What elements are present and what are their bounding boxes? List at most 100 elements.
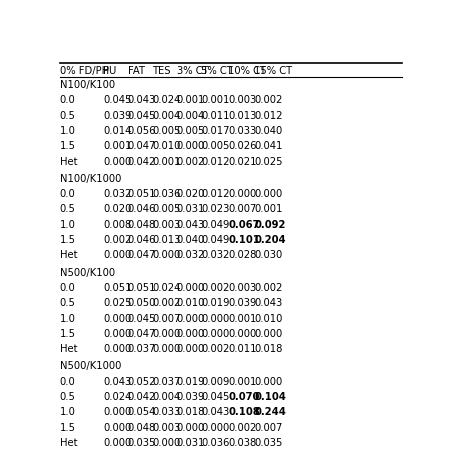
Text: 0.002: 0.002 (176, 156, 205, 166)
Text: 0.033: 0.033 (152, 407, 180, 417)
Text: 0.043: 0.043 (128, 96, 156, 106)
Text: 0.000: 0.000 (176, 283, 205, 293)
Text: 0.005: 0.005 (201, 141, 230, 151)
Text: 0.001: 0.001 (254, 204, 283, 215)
Text: 0.000: 0.000 (176, 423, 205, 433)
Text: 0.002: 0.002 (254, 283, 283, 293)
Text: 0.0: 0.0 (60, 377, 76, 387)
Text: 0.000: 0.000 (104, 423, 131, 433)
Text: 0.001: 0.001 (201, 96, 230, 106)
Text: 0.000: 0.000 (176, 344, 205, 354)
Text: 0.025: 0.025 (254, 156, 283, 166)
Text: Het: Het (60, 156, 77, 166)
Text: 0.047: 0.047 (128, 141, 156, 151)
Text: 0.023: 0.023 (201, 204, 230, 215)
Text: 0.000: 0.000 (152, 329, 180, 339)
Text: 0.039: 0.039 (228, 298, 256, 308)
Text: 0.002: 0.002 (152, 298, 180, 308)
Text: 0.001: 0.001 (228, 377, 256, 387)
Text: Het: Het (60, 344, 77, 354)
Text: 0.000: 0.000 (254, 329, 283, 339)
Text: 0.047: 0.047 (128, 329, 156, 339)
Text: 0.043: 0.043 (104, 377, 131, 387)
Text: 0.024: 0.024 (152, 283, 180, 293)
Text: 0.045: 0.045 (104, 96, 132, 106)
Text: 0.5: 0.5 (60, 111, 76, 121)
Text: N100/K1000: N100/K1000 (60, 174, 121, 184)
Text: 0.244: 0.244 (254, 407, 286, 417)
Text: 1.5: 1.5 (60, 141, 76, 151)
Text: 0.004: 0.004 (152, 111, 180, 121)
Text: 0.092: 0.092 (254, 220, 286, 230)
Text: 0.000: 0.000 (201, 423, 229, 433)
Text: 0.026: 0.026 (228, 141, 256, 151)
Text: 0.003: 0.003 (228, 283, 256, 293)
Text: 0.070: 0.070 (228, 392, 260, 402)
Text: 0.001: 0.001 (176, 96, 205, 106)
Text: 0.000: 0.000 (201, 329, 229, 339)
Text: 0.032: 0.032 (201, 250, 230, 260)
Text: 0.040: 0.040 (254, 126, 283, 136)
Text: 0.000: 0.000 (104, 156, 131, 166)
Text: 0.017: 0.017 (201, 126, 230, 136)
Text: 0.013: 0.013 (152, 235, 180, 245)
Text: 0.012: 0.012 (201, 156, 230, 166)
Text: 0.000: 0.000 (201, 313, 229, 323)
Text: Het: Het (60, 438, 77, 448)
Text: 0.046: 0.046 (128, 204, 156, 215)
Text: 0.010: 0.010 (152, 141, 180, 151)
Text: 0.204: 0.204 (254, 235, 286, 245)
Text: 0.043: 0.043 (201, 407, 229, 417)
Text: 0.032: 0.032 (104, 189, 132, 199)
Text: 0.007: 0.007 (152, 313, 180, 323)
Text: 0.035: 0.035 (128, 438, 156, 448)
Text: 0.028: 0.028 (228, 250, 256, 260)
Text: 0.024: 0.024 (104, 392, 132, 402)
Text: 0.051: 0.051 (128, 283, 156, 293)
Text: 0.002: 0.002 (201, 283, 230, 293)
Text: 0.021: 0.021 (228, 156, 256, 166)
Text: 0.036: 0.036 (201, 438, 230, 448)
Text: 0.045: 0.045 (201, 392, 230, 402)
Text: 0.045: 0.045 (128, 111, 156, 121)
Text: 0.051: 0.051 (104, 283, 132, 293)
Text: 0.018: 0.018 (176, 407, 205, 417)
Text: 0.011: 0.011 (201, 111, 230, 121)
Text: 0.010: 0.010 (254, 313, 283, 323)
Text: 0.030: 0.030 (254, 250, 283, 260)
Text: 0.000: 0.000 (176, 313, 205, 323)
Text: 0.000: 0.000 (104, 250, 131, 260)
Text: 0.019: 0.019 (201, 298, 230, 308)
Text: 0.002: 0.002 (104, 235, 132, 245)
Text: 0.000: 0.000 (104, 329, 131, 339)
Text: 0.000: 0.000 (176, 329, 205, 339)
Text: 0.032: 0.032 (176, 250, 205, 260)
Text: 0.042: 0.042 (128, 156, 156, 166)
Text: N100/K100: N100/K100 (60, 80, 115, 90)
Text: 0.033: 0.033 (228, 126, 256, 136)
Text: 0.003: 0.003 (228, 96, 256, 106)
Text: 0.000: 0.000 (176, 141, 205, 151)
Text: 0.5: 0.5 (60, 392, 76, 402)
Text: 0.0: 0.0 (60, 283, 76, 293)
Text: 0.054: 0.054 (128, 407, 156, 417)
Text: 0.049: 0.049 (201, 235, 230, 245)
Text: 0.000: 0.000 (104, 313, 131, 323)
Text: 0.052: 0.052 (128, 377, 156, 387)
Text: 0.014: 0.014 (104, 126, 132, 136)
Text: 0% FD/PH: 0% FD/PH (60, 66, 109, 76)
Text: 0.050: 0.050 (128, 298, 156, 308)
Text: 0.000: 0.000 (254, 189, 283, 199)
Text: N500/K1000: N500/K1000 (60, 361, 121, 372)
Text: 0.000: 0.000 (104, 344, 131, 354)
Text: 0.018: 0.018 (254, 344, 283, 354)
Text: 0.0: 0.0 (60, 189, 76, 199)
Text: 0.038: 0.038 (228, 438, 256, 448)
Text: 0.000: 0.000 (152, 438, 180, 448)
Text: 0.005: 0.005 (152, 126, 180, 136)
Text: 0.000: 0.000 (152, 344, 180, 354)
Text: 0.002: 0.002 (254, 96, 283, 106)
Text: 0.001: 0.001 (104, 141, 132, 151)
Text: 1.0: 1.0 (60, 313, 76, 323)
Text: 0.067: 0.067 (228, 220, 260, 230)
